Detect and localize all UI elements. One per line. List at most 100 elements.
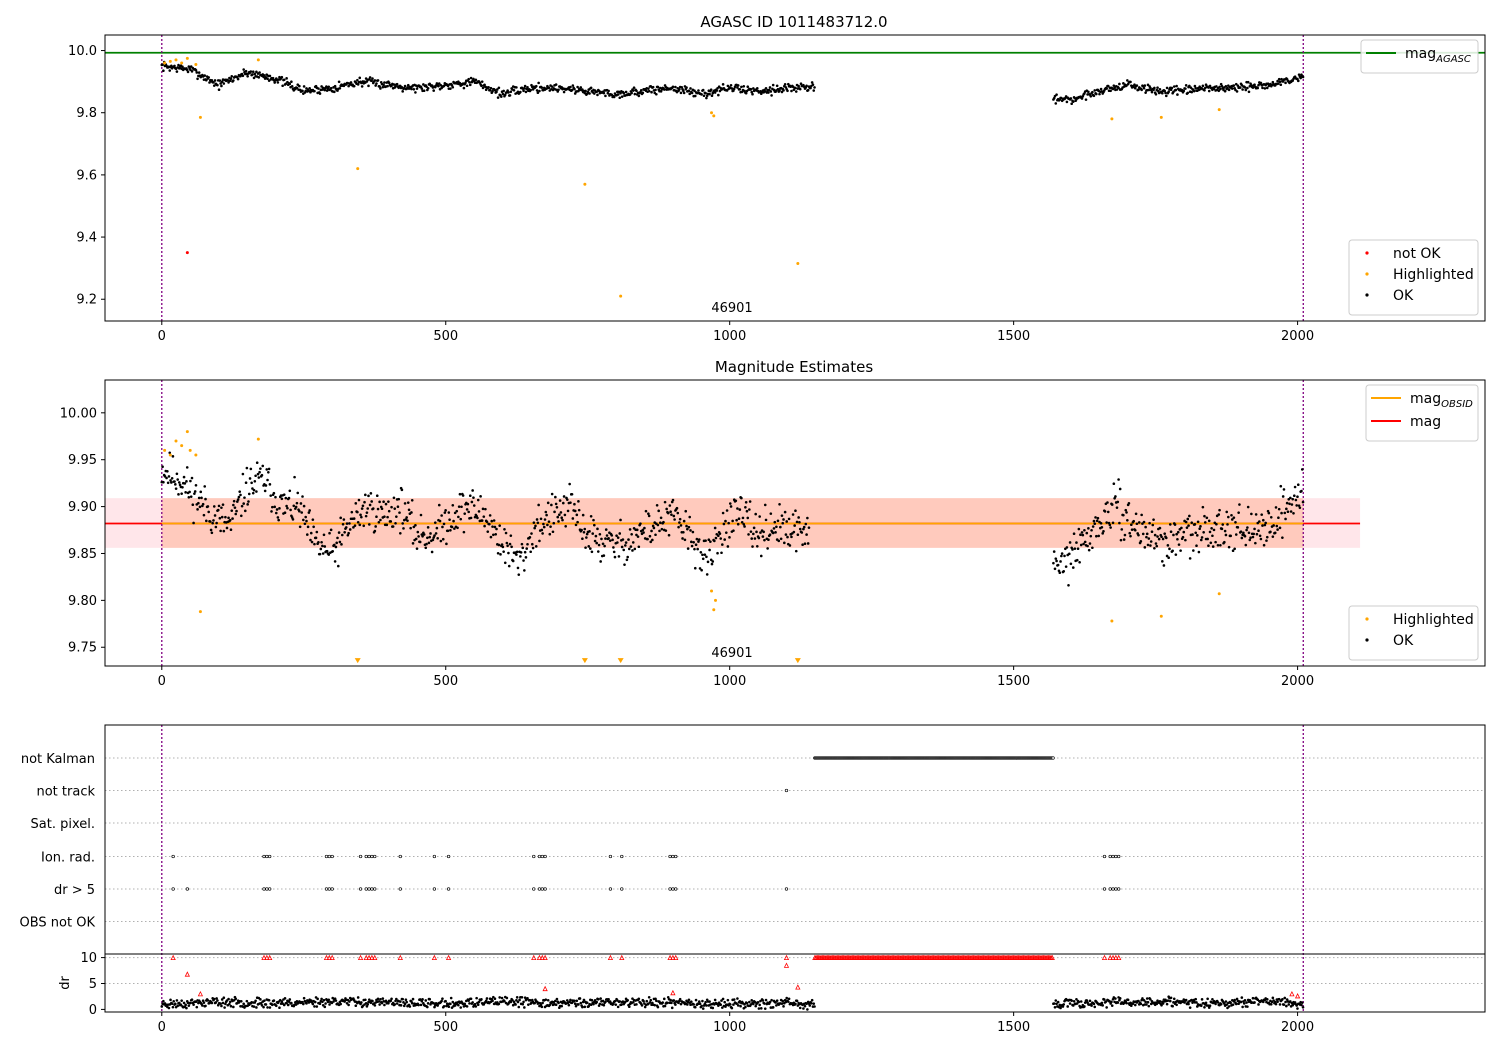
data-point-ok (664, 529, 668, 532)
data-point-ok (1173, 523, 1177, 526)
data-point-ok (755, 544, 759, 548)
data-point-ok (180, 492, 183, 495)
dr-point-ok (285, 1001, 288, 1005)
data-point-ok (268, 483, 272, 486)
data-point-ok (1225, 510, 1229, 514)
data-point-ok (1161, 537, 1165, 541)
data-point-ok (482, 515, 486, 518)
data-point-ok (247, 492, 251, 496)
data-point-ok (626, 555, 629, 559)
data-point-ok (1153, 533, 1157, 537)
data-point-ok (746, 85, 750, 89)
dr-point-ok (669, 998, 672, 1002)
data-point-ok (556, 515, 560, 519)
dr-point-ok (424, 999, 428, 1002)
data-point-ok (1128, 531, 1132, 535)
dr-point-ok (554, 999, 557, 1003)
dr-point-ok (1102, 998, 1106, 1001)
data-point-ok (470, 500, 474, 504)
data-point-ok (364, 493, 367, 497)
dr-point-ok (726, 998, 730, 1002)
data-point-ok (1297, 73, 1301, 76)
dr-point-ok (649, 998, 653, 1002)
data-point-ok (282, 78, 286, 82)
dr-point-ok (557, 1001, 560, 1005)
data-point-ok (366, 507, 370, 510)
data-point-ok (283, 511, 287, 514)
data-point-ok (481, 86, 485, 90)
data-point-ok (1145, 532, 1149, 536)
data-point-ok (302, 518, 305, 522)
data-point-ok (517, 573, 521, 576)
data-point-ok (1067, 552, 1071, 556)
data-point-ok (1114, 495, 1117, 498)
data-point-ok (693, 89, 696, 93)
data-point-ok (1127, 501, 1131, 505)
data-point-ok (743, 525, 746, 528)
data-point-ok (1194, 531, 1198, 535)
data-point-ok (1154, 92, 1158, 96)
data-point-ok (1157, 537, 1161, 541)
data-point-ok (545, 513, 548, 517)
data-point-ok (654, 533, 657, 537)
data-point-ok (354, 502, 358, 505)
dr-point-ok (713, 998, 717, 1002)
data-point-ok (210, 79, 214, 82)
data-point-ok (1289, 510, 1293, 513)
data-point-ok (403, 502, 407, 505)
data-point-ok (671, 85, 675, 89)
flag-marker (330, 887, 334, 891)
data-point-ok (805, 533, 808, 536)
data-point-ok (460, 505, 463, 509)
data-point-ok (1195, 544, 1198, 548)
dr-point-flagged (1294, 993, 1301, 999)
y-tick-label: 9.4 (76, 231, 97, 246)
data-point-ok (718, 532, 722, 535)
data-point-ok (1164, 91, 1167, 95)
data-point-ok (1052, 96, 1056, 100)
data-point-ok (1164, 536, 1168, 540)
data-point-ok (612, 546, 615, 549)
data-point-ok (410, 87, 413, 91)
data-point-ok (484, 507, 487, 511)
data-point-highlighted (163, 61, 167, 65)
data-point-highlighted (1159, 115, 1163, 119)
data-point-ok (745, 509, 749, 513)
data-point-ok (392, 83, 396, 86)
dr-point-ok (548, 1003, 552, 1007)
dr-point-ok (711, 1006, 715, 1010)
panel1-title: AGASC ID 1011483712.0 (700, 13, 887, 31)
data-point-ok (595, 541, 598, 545)
dr-point-ok (503, 999, 506, 1003)
flag-marker (432, 854, 437, 859)
flag-marker (265, 887, 269, 891)
data-point-ok (1106, 510, 1110, 514)
data-point-ok (1106, 501, 1109, 504)
dr-point-ok (401, 997, 404, 1001)
data-point-ok (1207, 544, 1210, 548)
data-point-highlighted (712, 114, 716, 118)
data-point-ok (386, 515, 389, 519)
data-point-ok (181, 486, 184, 489)
data-point-ok (552, 521, 556, 525)
dr-point-ok (1223, 1002, 1226, 1005)
dr-point-ok (643, 1005, 647, 1009)
data-point-ok (515, 553, 518, 556)
dr-point-ok (311, 1002, 315, 1006)
data-point-ok (453, 527, 456, 530)
data-point-ok (751, 92, 754, 96)
data-point-ok (252, 488, 256, 492)
data-point-ok (1283, 511, 1287, 515)
data-point-ok (762, 530, 765, 534)
data-point-ok (301, 495, 304, 498)
data-point-ok (230, 509, 234, 512)
panel1-plot-area (105, 35, 1485, 321)
flag-marker (327, 887, 331, 891)
data-point-ok (1274, 506, 1278, 509)
data-point-ok (1082, 542, 1085, 546)
data-point-ok (1249, 536, 1252, 540)
flag-marker (373, 854, 377, 859)
data-point-ok (1086, 544, 1089, 548)
dr-point-ok (184, 1003, 187, 1007)
data-point-ok (463, 512, 467, 515)
